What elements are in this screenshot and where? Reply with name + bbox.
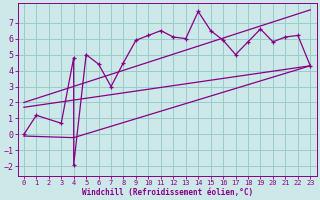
X-axis label: Windchill (Refroidissement éolien,°C): Windchill (Refroidissement éolien,°C) (82, 188, 253, 197)
